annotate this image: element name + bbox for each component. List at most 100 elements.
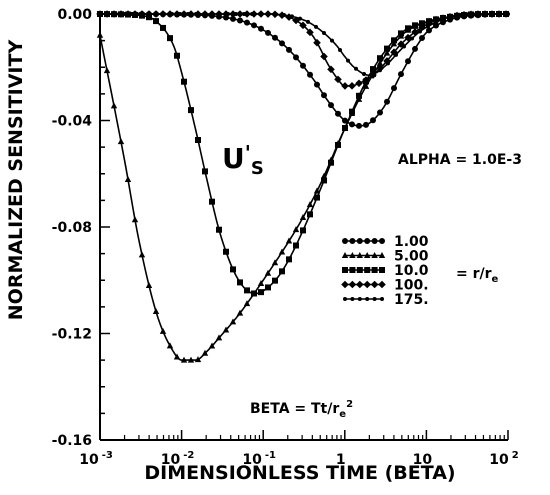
marker-circle [377, 109, 383, 116]
marker-diamond [370, 280, 379, 289]
marker-square [349, 267, 356, 273]
marker-triangle [124, 176, 132, 183]
marker-dot [186, 12, 190, 16]
marker-circle [342, 117, 348, 124]
marker-dot [266, 12, 270, 17]
y-axis-label: NORMALIZED SENSITIVITY [5, 40, 27, 321]
marker-circle [412, 45, 418, 52]
marker-square [335, 141, 341, 148]
marker-triangle [131, 216, 139, 223]
marker-circle [433, 22, 439, 29]
marker-triangle [271, 259, 279, 266]
marker-diamond [397, 40, 405, 48]
marker-square [356, 92, 362, 99]
marker-square [321, 177, 327, 184]
axes [99, 13, 509, 441]
legend-label: 1.00 [394, 234, 429, 250]
x-tick-label: 10 -3 [79, 450, 113, 468]
marker-triangle [299, 213, 307, 220]
marker-triangle [278, 248, 286, 255]
marker-circle [237, 17, 243, 24]
marker-square [188, 107, 194, 114]
marker-triangle [285, 237, 293, 244]
marker-triangle [215, 334, 223, 341]
marker-square [371, 267, 378, 273]
marker-triangle [264, 269, 272, 276]
marker-dot [357, 297, 362, 301]
marker-dot [402, 44, 406, 49]
marker-square [216, 226, 222, 233]
marker-dot [258, 12, 262, 16]
y-tick-label: -0.04 [52, 114, 93, 130]
marker-square [377, 55, 383, 62]
marker-square [342, 267, 348, 273]
marker-square [370, 66, 376, 73]
marker-circle [356, 122, 362, 129]
marker-square [314, 194, 320, 201]
marker-circle [321, 92, 327, 99]
marker-triangle [371, 252, 378, 258]
marker-diamond [320, 52, 328, 61]
marker-dot [298, 16, 302, 21]
x-axis-label: DIMENSIONLESS TIME (BETA) [144, 462, 455, 484]
marker-diamond [299, 21, 307, 30]
marker-triangle [166, 342, 174, 349]
marker-dot [114, 12, 118, 16]
marker-square [258, 289, 264, 296]
marker-dot [426, 24, 430, 29]
marker-dot [202, 12, 206, 16]
marker-square [307, 211, 313, 218]
marker-dot [434, 20, 438, 25]
marker-circle [371, 238, 378, 244]
marker-dot [98, 12, 102, 16]
marker-dot [450, 14, 454, 19]
x-tick-label: 10 -2 [161, 450, 195, 468]
marker-dot [386, 61, 390, 66]
x-tick-base: 10 [161, 452, 181, 468]
marker-dot [314, 24, 318, 29]
marker-circle [364, 238, 371, 244]
marker-circle [349, 238, 356, 244]
marker-triangle [180, 356, 188, 363]
marker-dot [306, 19, 310, 24]
x-tick-base: 10 [489, 452, 509, 468]
y-tick-label: -0.08 [52, 220, 92, 236]
marker-triangle [390, 40, 398, 47]
marker-circle [230, 15, 236, 22]
x-tick-label: 10 [413, 452, 433, 468]
variable-main: U [222, 142, 245, 175]
marker-square [244, 287, 250, 294]
marker-dot [343, 297, 347, 301]
marker-circle [244, 19, 250, 26]
marker-dot [498, 12, 502, 16]
marker-circle [314, 81, 320, 88]
marker-square [364, 267, 371, 273]
marker-circle [419, 34, 425, 41]
marker-dot [410, 36, 414, 41]
marker-circle [279, 40, 285, 47]
legend-item: 1.00 [342, 234, 429, 250]
marker-dot [378, 68, 382, 73]
marker-square [412, 22, 418, 29]
marker-dot [162, 12, 166, 16]
marker-square [209, 198, 215, 205]
marker-square [181, 78, 187, 85]
marker-dot [474, 12, 478, 17]
beta-annotation: BETA = Tt/re2 [250, 399, 353, 420]
marker-square [398, 30, 404, 37]
marker-circle [405, 58, 411, 65]
marker-triangle [257, 279, 265, 286]
x-tick-exponent: -1 [265, 450, 276, 461]
marker-circle [307, 71, 313, 78]
marker-circle [293, 54, 299, 61]
marker-diamond [378, 280, 386, 289]
marker-dot [250, 12, 254, 16]
marker-square [342, 125, 348, 132]
marker-circle [391, 85, 397, 92]
beta-sup: 2 [346, 399, 353, 410]
x-tick-label: 10 -1 [242, 450, 276, 468]
marker-triangle [145, 282, 153, 289]
marker-dot [346, 58, 350, 63]
marker-triangle [110, 102, 118, 109]
